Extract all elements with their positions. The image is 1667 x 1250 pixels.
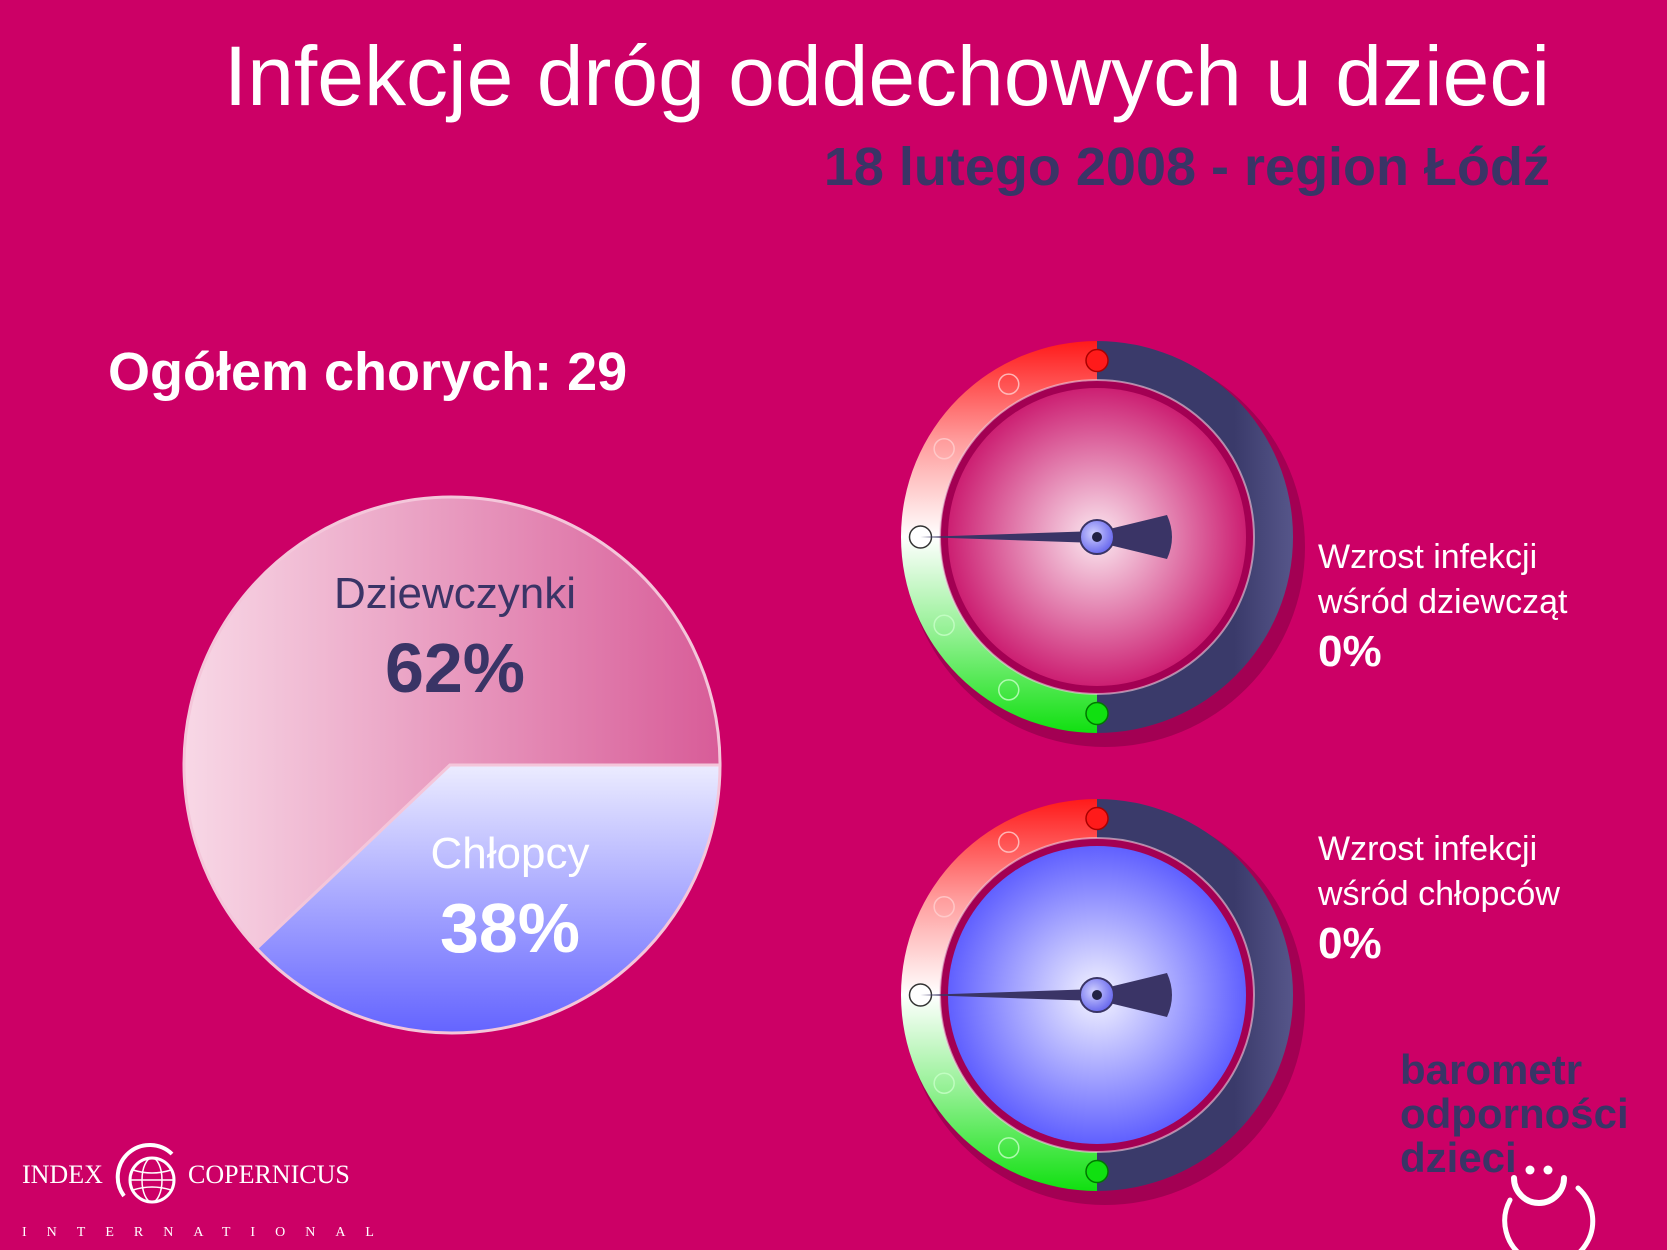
pie-slice-boys: [254, 763, 722, 1035]
gauge2-ring-right: [1097, 799, 1293, 1191]
pie-label-boys: Chłopcy: [431, 829, 590, 878]
gauge-boys-value: 0%: [1318, 919, 1382, 968]
gauge-boys-label-line2: wśród chłopców: [1318, 875, 1560, 913]
gauge-boys: [901, 799, 1305, 1205]
gauge1-ring-right: [1097, 341, 1293, 733]
gauge1-needle-tail: [1097, 515, 1172, 559]
logo-word-copernicus: COPERNICUS: [188, 1160, 350, 1189]
gauge-girls-label-line2: wśród dziewcząt: [1318, 583, 1568, 621]
gauge2-scale-dot-6: [1085, 1159, 1109, 1184]
pie-value-boys: 38%: [440, 889, 580, 967]
globe-logo-icon: [115, 1143, 176, 1204]
gauge2-needle-tail: [1097, 973, 1172, 1017]
gauge2-scale-dot-0: [1085, 806, 1109, 831]
gauge1-ring-left: [901, 341, 1097, 733]
gauge-boys-label: Wzrost infekcji wśród chłopców 0%: [1318, 827, 1560, 971]
gauge2-needle: [920, 989, 1097, 1001]
gauge1-scale-dot-5: [998, 679, 1020, 701]
total-sick-count: Ogółem chorych: 29: [108, 342, 628, 402]
brand-line3: dzieci: [1400, 1134, 1517, 1181]
page-title: Infekcje dróg oddechowych u dzieci: [223, 29, 1550, 123]
gauge1-needle: [920, 531, 1097, 543]
pie-label-girls: Dziewczynki: [334, 569, 576, 618]
gauge2-scale-dot-5: [998, 1137, 1020, 1159]
logo-international: INTERNATIONAL: [22, 1225, 394, 1240]
page-subtitle: 18 lutego 2008 - region Łódź: [823, 137, 1550, 197]
gauge1-scale-dot-1: [998, 373, 1020, 395]
gauge-boys-label-line1: Wzrost infekcji: [1318, 830, 1538, 868]
gauge1-scale-dot-2: [933, 438, 955, 460]
gauge-girls-value: 0%: [1318, 627, 1382, 676]
logo-word-index: INDEX: [22, 1160, 103, 1189]
gauge2-scale-dot-1: [998, 831, 1020, 853]
gauge2-scale-dot-4: [933, 1072, 955, 1094]
gauge1-scale-dot-6: [1085, 701, 1109, 726]
gauge2-ring-left: [901, 799, 1097, 1191]
brand-line1: barometr: [1400, 1046, 1583, 1093]
gauge1-hub-center: [1092, 532, 1102, 542]
brand-name: barometr odporności dzieci: [1400, 1048, 1629, 1180]
pie-value-girls: 62%: [385, 629, 525, 707]
gauge-girls-label: Wzrost infekcji wśród dziewcząt 0%: [1318, 535, 1567, 679]
smiley-icon: [1502, 1165, 1596, 1250]
pie-chart: Dziewczynki 62% Chłopcy 38%: [182, 495, 722, 1035]
gauge2-hub-center: [1092, 990, 1102, 1000]
brand-line2: odporności: [1400, 1090, 1629, 1137]
gauge-girls: [901, 341, 1305, 747]
gauge-girls-label-line1: Wzrost infekcji: [1318, 538, 1538, 576]
gauge1-scale-dot-0: [1085, 348, 1109, 373]
gauge2-scale-dot-2: [933, 896, 955, 918]
pie-slice-girls: [182, 495, 722, 951]
gauge1-scale-dot-4: [933, 614, 955, 636]
